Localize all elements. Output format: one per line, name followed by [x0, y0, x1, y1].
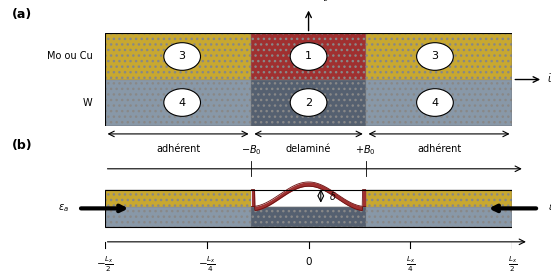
Text: $\vec{u}_x$: $\vec{u}_x$: [547, 72, 551, 87]
Bar: [105, 80, 251, 126]
Text: delaminé: delaminé: [286, 144, 331, 154]
Bar: [105, 189, 512, 227]
Text: $\frac{L_x}{4}$: $\frac{L_x}{4}$: [406, 255, 415, 275]
Bar: [105, 206, 512, 227]
Text: Mo ou Cu: Mo ou Cu: [47, 52, 93, 61]
Text: $\delta$: $\delta$: [329, 190, 337, 202]
Bar: [105, 33, 251, 80]
Ellipse shape: [164, 89, 201, 116]
Text: 4: 4: [431, 98, 439, 107]
Ellipse shape: [417, 43, 453, 70]
Ellipse shape: [417, 89, 453, 116]
Bar: [251, 206, 366, 227]
Text: 2: 2: [305, 98, 312, 107]
Text: $\varepsilon_a$: $\varepsilon_a$: [548, 203, 551, 214]
Text: 3: 3: [431, 52, 439, 61]
Bar: [251, 80, 366, 126]
Text: $-B_0$: $-B_0$: [241, 144, 262, 157]
Ellipse shape: [164, 43, 201, 70]
Text: W: W: [83, 98, 93, 107]
Bar: [366, 189, 512, 206]
Text: $0$: $0$: [305, 255, 312, 267]
Ellipse shape: [290, 43, 327, 70]
Text: 3: 3: [179, 52, 186, 61]
Text: 1: 1: [305, 52, 312, 61]
Text: $-\frac{L_x}{4}$: $-\frac{L_x}{4}$: [198, 255, 215, 275]
Text: adhérent: adhérent: [156, 144, 200, 154]
Text: (b): (b): [12, 140, 33, 153]
Ellipse shape: [290, 89, 327, 116]
Bar: [251, 33, 366, 80]
Text: (a): (a): [12, 8, 33, 21]
Text: adhérent: adhérent: [417, 144, 461, 154]
Text: 4: 4: [179, 98, 186, 107]
Bar: [366, 80, 512, 126]
Text: $\varepsilon_a$: $\varepsilon_a$: [58, 203, 69, 214]
Text: $+B_0$: $+B_0$: [355, 144, 376, 157]
Text: $\frac{L_x}{2}$: $\frac{L_x}{2}$: [508, 255, 517, 275]
Text: $\vec{u}_z$: $\vec{u}_z$: [317, 0, 328, 4]
Bar: [105, 189, 251, 206]
Text: $-\frac{L_x}{2}$: $-\frac{L_x}{2}$: [96, 255, 114, 275]
Bar: [366, 33, 512, 80]
